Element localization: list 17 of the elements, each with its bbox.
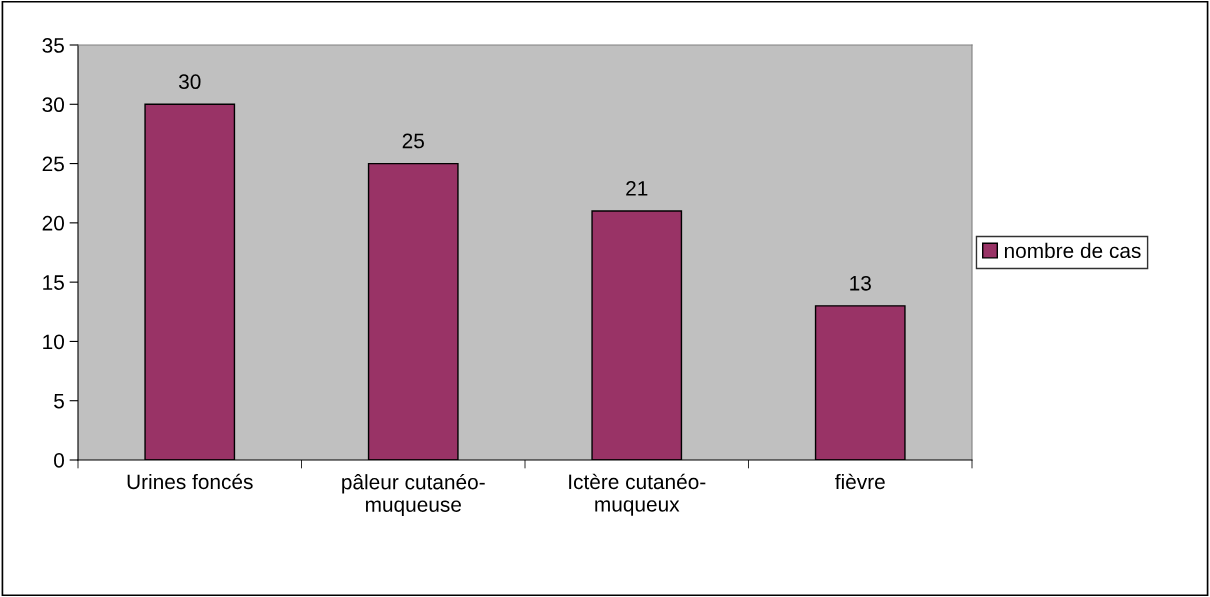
x-tick-label: Urines foncés: [127, 473, 253, 490]
y-tick-label: 20: [42, 215, 64, 231]
y-tick-label: 10: [43, 334, 64, 350]
legend-label: nombre de cas: [1004, 242, 1141, 259]
data-label: 21: [626, 181, 648, 196]
y-tick-label: 35: [42, 38, 64, 53]
y-tick-label: 25: [42, 156, 64, 172]
y-tick-label: 30: [42, 97, 64, 113]
x-tick-label: fièvre: [835, 473, 885, 490]
x-tick-label: Ictère cutanéo- muqueux: [569, 473, 706, 516]
y-tick-label: 15: [43, 275, 64, 290]
y-tick-label: 0: [54, 453, 64, 468]
data-label: 25: [402, 133, 424, 149]
y-tick-label: 5: [54, 393, 64, 409]
data-label: 13: [850, 275, 871, 291]
data-label: 30: [178, 74, 201, 90]
x-tick-label: pâleur cutanéo- muqueuse: [342, 473, 485, 516]
